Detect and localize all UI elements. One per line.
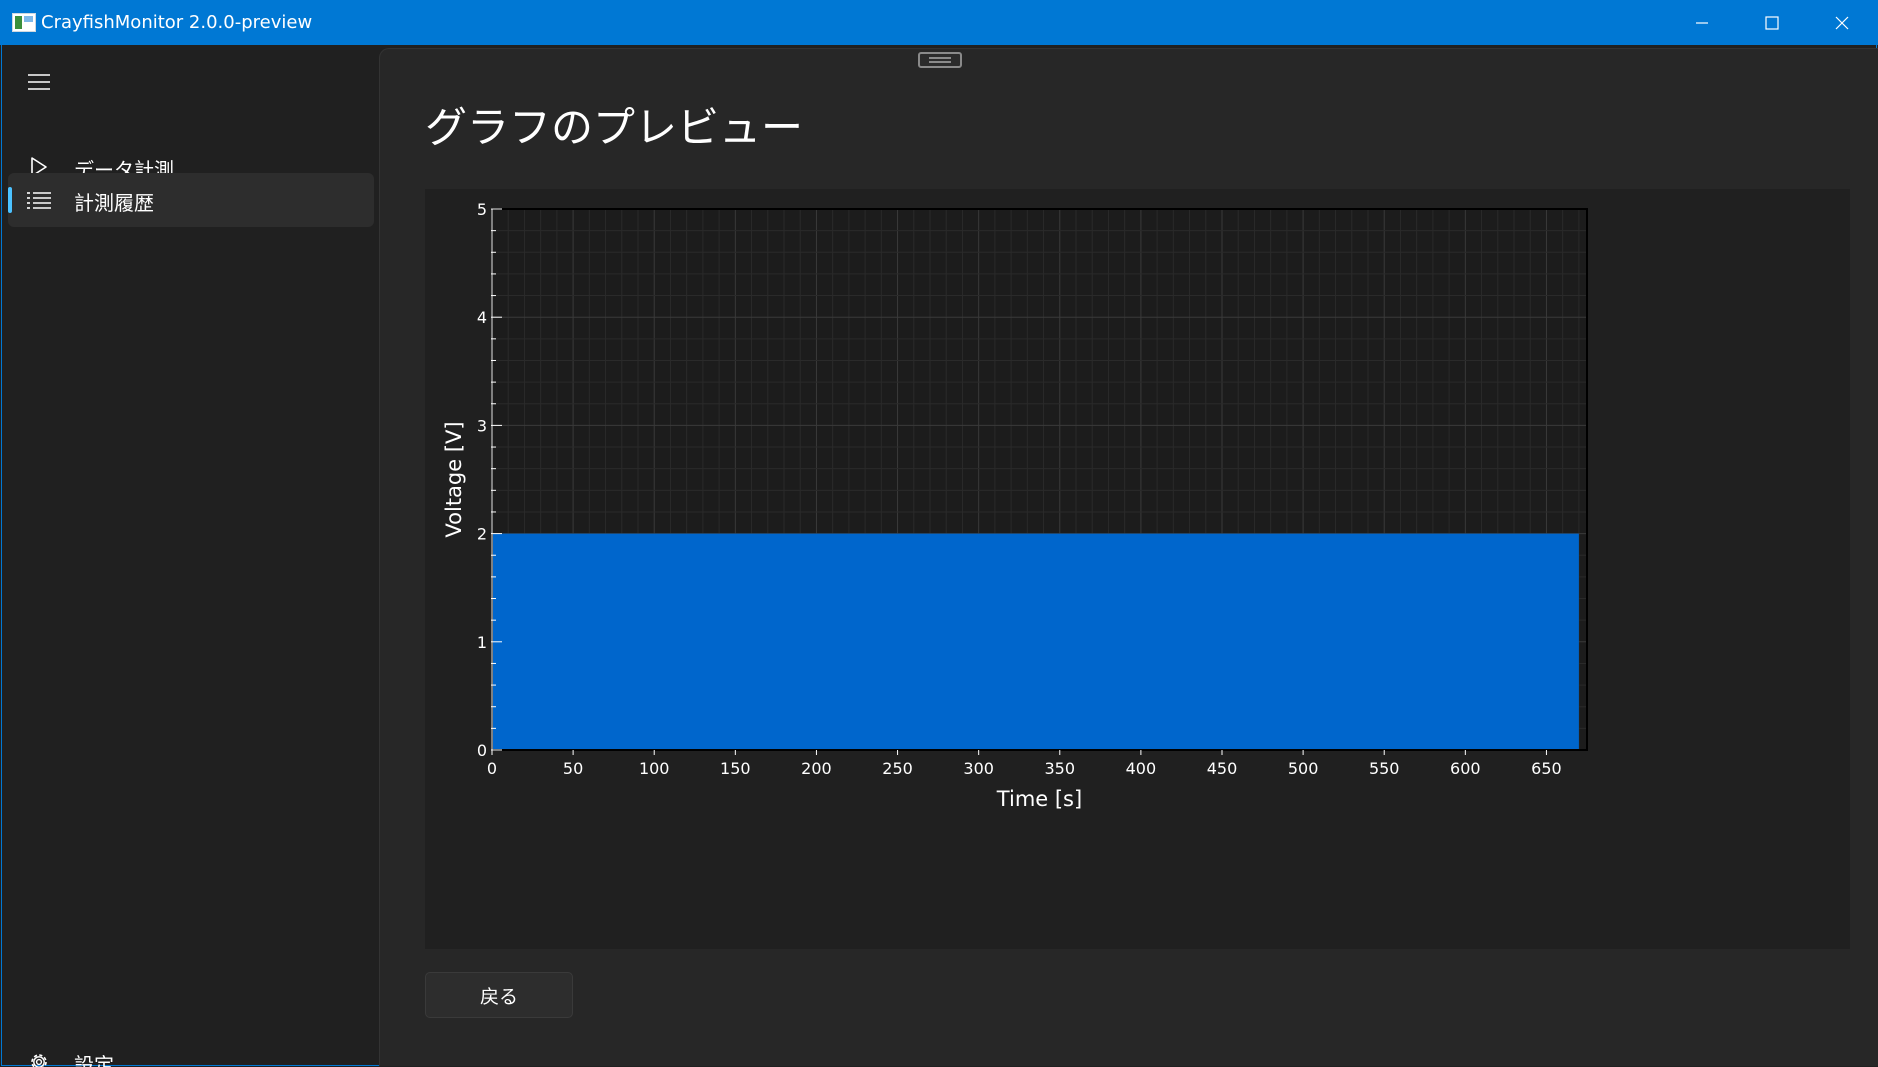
hamburger-menu-icon (28, 74, 50, 90)
y-axis-label: Voltage [V] (442, 421, 466, 537)
title-bar: CrayfishMonitor 2.0.0-preview (0, 0, 1878, 45)
x-tick-label: 400 (1126, 759, 1157, 778)
x-tick-label: 500 (1288, 759, 1319, 778)
sidebar-item-label: 設定 (74, 1053, 114, 1067)
x-tick-label: 100 (639, 759, 670, 778)
maximize-button[interactable] (1737, 0, 1807, 45)
nav-toggle-button[interactable] (14, 62, 64, 102)
x-tick-label: 0 (487, 759, 497, 778)
x-tick-label: 650 (1531, 759, 1562, 778)
x-tick-label: 50 (563, 759, 583, 778)
x-tick-label: 150 (720, 759, 751, 778)
gear-icon (26, 1050, 52, 1067)
x-tick-label: 450 (1207, 759, 1238, 778)
app-title: CrayfishMonitor 2.0.0-preview (41, 12, 313, 33)
minimize-button[interactable] (1667, 0, 1737, 45)
y-tick-label: 3 (477, 416, 487, 435)
selection-indicator (8, 187, 12, 213)
chart-panel: 0 1 2 3 4 5 0 50 100 150 200 250 300 350 400 450 500 550 6… (425, 189, 1850, 949)
y-tick-label: 4 (477, 308, 487, 327)
x-tick-label: 250 (882, 759, 913, 778)
x-axis-label: Time [s] (996, 787, 1082, 811)
y-tick-label: 0 (477, 741, 487, 760)
maximize-icon (1765, 15, 1779, 30)
page-title: グラフのプレビュー (425, 103, 804, 152)
x-tick-label: 300 (963, 759, 994, 778)
list-icon (26, 188, 52, 212)
close-button[interactable] (1807, 0, 1877, 45)
sidebar-item-settings[interactable]: 設定 (8, 1035, 374, 1067)
minimize-icon (1696, 21, 1708, 24)
sidebar-item-measurement-history[interactable]: 計測履歴 (8, 173, 374, 227)
app-icon (12, 13, 36, 32)
x-tick-label: 550 (1369, 759, 1400, 778)
play-icon (26, 155, 52, 179)
sidebar-item-label: 計測履歴 (74, 191, 154, 215)
y-tick-label: 5 (477, 200, 487, 219)
window-body: データ計測 計測履歴 設定 (1, 45, 1878, 1067)
x-tick-label: 600 (1450, 759, 1481, 778)
chart-series (492, 533, 1579, 750)
drag-handle-icon[interactable] (918, 52, 962, 68)
back-button[interactable]: 戻る (425, 972, 573, 1018)
y-tick-label: 1 (477, 633, 487, 652)
series-area-0 (492, 533, 1579, 750)
x-tick-label: 200 (801, 759, 832, 778)
y-tick-label: 2 (477, 525, 487, 544)
content-pane: グラフのプレビュー 0 1 2 3 4 5 0 50 100 150 200 250 300 350 400… (379, 48, 1878, 1066)
x-tick-label: 350 (1045, 759, 1076, 778)
close-icon (1835, 16, 1849, 29)
